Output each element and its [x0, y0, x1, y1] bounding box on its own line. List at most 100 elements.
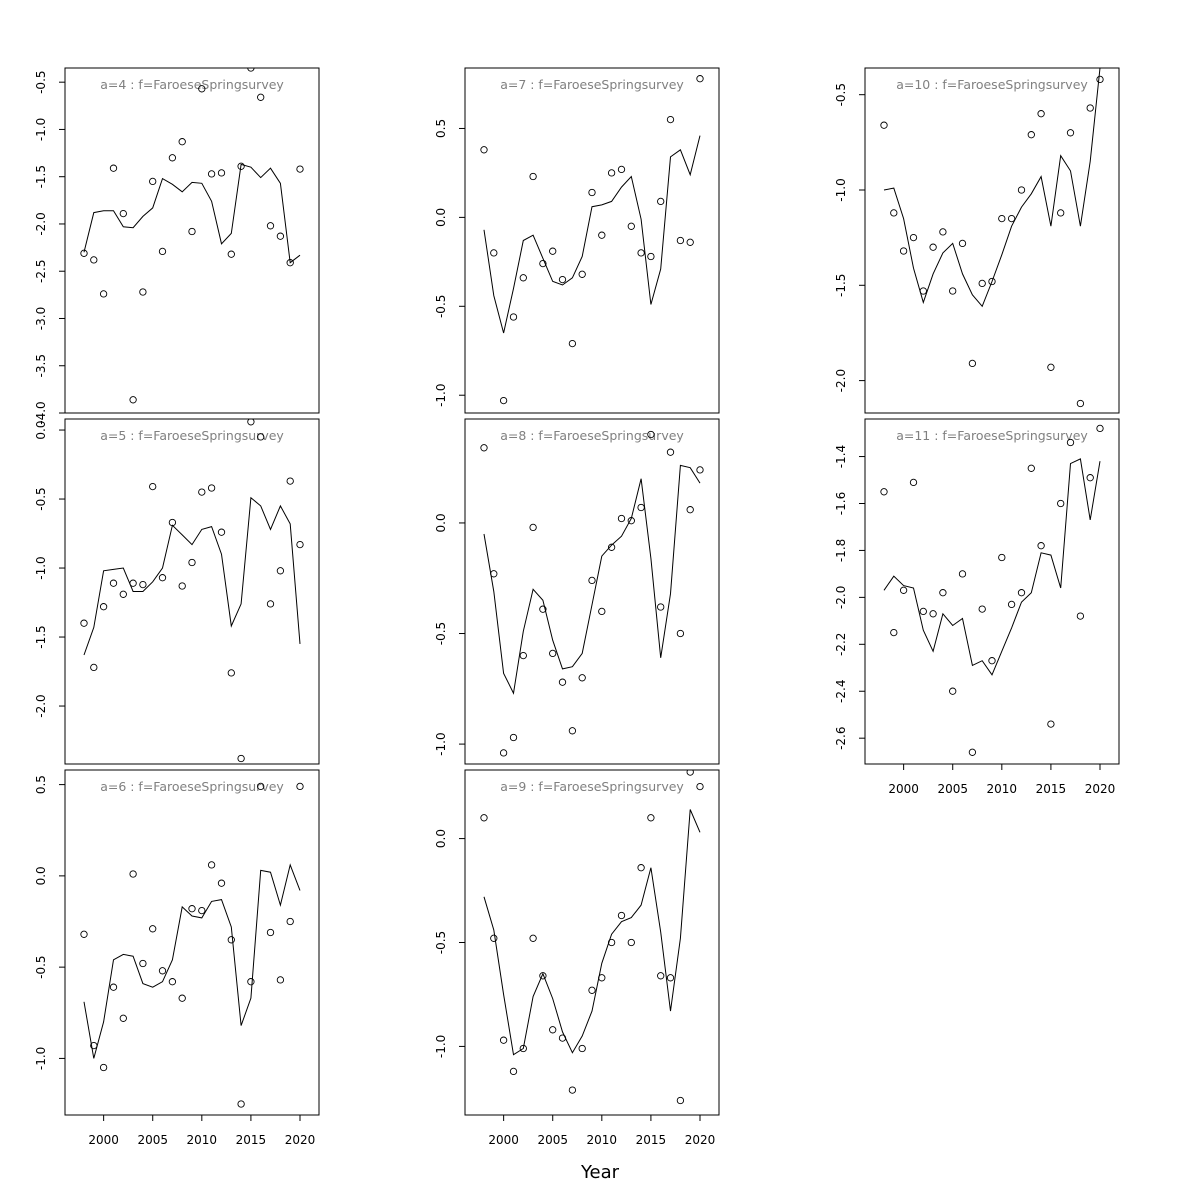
observed-point — [968, 748, 977, 756]
observed-point — [1076, 612, 1085, 620]
observed-point — [539, 259, 547, 268]
observed-point — [198, 85, 206, 93]
observed-point — [539, 972, 547, 980]
observed-point — [109, 579, 118, 587]
x-tick-label: 2020 — [1085, 782, 1116, 796]
fitted-line — [483, 464, 701, 695]
observed-point — [490, 570, 498, 578]
observed-point — [1027, 464, 1035, 472]
observed-point — [227, 936, 235, 944]
fitted-line — [483, 135, 701, 334]
y-tick-label: 0.5 — [434, 119, 448, 138]
observed-point — [598, 607, 606, 616]
observed-point — [1096, 75, 1104, 84]
plot-marks — [480, 75, 704, 405]
plot-frame — [464, 418, 720, 765]
observed-point — [657, 197, 665, 206]
panel-a6: a=6 : f=FaroeseSpringsurvey -1.0 -0.5 0.0 0.… — [34, 769, 320, 1147]
observed-point — [686, 770, 694, 776]
observed-point — [988, 277, 996, 286]
observed-point — [909, 478, 918, 487]
observed-point — [1047, 363, 1055, 371]
observed-point — [286, 259, 294, 267]
y-tick-label: -1.5 — [834, 274, 848, 297]
observed-point — [978, 605, 986, 613]
x-axis: 2000 2005 2010 2015 2020 — [888, 764, 1115, 796]
panel-title: a=4 : f=FaroeseSpringsurvey — [100, 77, 284, 92]
y-axis: -1.0 -0.5 0.0 0.5 — [434, 119, 465, 407]
y-tick-label: 0.0 — [434, 829, 448, 848]
fitted-line — [883, 458, 1101, 676]
x-tick-label: 2005 — [137, 1133, 168, 1147]
observed-point — [129, 579, 137, 587]
observed-point — [207, 170, 216, 178]
y-tick-label: -0.5 — [34, 70, 48, 93]
observed-point — [499, 749, 508, 757]
y-tick-label: -1.8 — [834, 539, 848, 562]
observed-point — [617, 165, 626, 174]
observed-point — [247, 68, 255, 72]
observed-point — [119, 590, 127, 598]
x-tick-label: 2005 — [537, 1133, 568, 1147]
observed-point — [578, 674, 586, 682]
observed-point — [647, 814, 655, 822]
observed-point — [227, 669, 235, 677]
observed-point — [637, 249, 645, 257]
observed-point — [919, 287, 927, 295]
y-tick-label: -1.0 — [434, 384, 448, 407]
x-tick-label: 2020 — [285, 1133, 316, 1147]
y-tick-label: -0.5 — [434, 295, 448, 318]
plot-frame — [864, 67, 1120, 414]
observed-point — [899, 247, 908, 255]
fitted-line — [83, 863, 301, 1059]
observed-point — [578, 1044, 586, 1053]
observed-point — [696, 75, 704, 83]
observed-point — [509, 1067, 518, 1076]
observed-point — [637, 503, 645, 512]
observed-point — [686, 238, 694, 246]
plot-frame — [864, 418, 1120, 765]
y-tick-label: -1.4 — [834, 445, 848, 468]
panels: a=4 : f=FaroeseSpringsurvey-4.0-3.5-3.0-… — [34, 67, 1120, 1147]
observed-point — [1007, 214, 1016, 223]
observed-point — [1086, 474, 1094, 482]
observed-point — [286, 917, 294, 926]
observed-point — [276, 232, 285, 240]
observed-point — [207, 861, 216, 869]
observed-point — [257, 93, 265, 101]
observed-point — [168, 518, 177, 527]
observed-point — [296, 165, 304, 173]
observed-point — [198, 906, 206, 915]
observed-point — [1027, 131, 1035, 139]
observed-point — [129, 870, 137, 878]
panel-title: a=10 : f=FaroeseSpringsurvey — [896, 77, 1088, 92]
observed-point — [237, 162, 245, 170]
plot-frame — [64, 418, 320, 765]
observed-point — [949, 287, 957, 295]
y-tick-label: -2.0 — [834, 586, 848, 609]
observed-point — [666, 115, 675, 124]
y-tick-label: -2.4 — [834, 680, 848, 703]
y-tick-label: -2.2 — [834, 633, 848, 656]
panel-title: a=11 : f=FaroeseSpringsurvey — [896, 428, 1088, 443]
observed-point — [149, 482, 157, 491]
observed-point — [149, 925, 157, 933]
observed-point — [286, 477, 294, 485]
observed-point — [666, 448, 675, 456]
x-tick-label: 2015 — [236, 1133, 267, 1147]
observed-point — [578, 270, 586, 278]
observed-point — [247, 419, 255, 426]
observed-point — [929, 610, 937, 618]
plot-marks — [480, 430, 704, 757]
observed-point — [1057, 209, 1065, 217]
x-axis: 2000 2005 2010 2015 2020 — [88, 1115, 315, 1147]
y-axis: -2.0 -1.5 -1.0 -0.5 0.0 — [34, 420, 65, 718]
observed-point — [919, 607, 927, 616]
observed-point — [909, 233, 918, 242]
x-tick-label: 2010 — [987, 782, 1018, 796]
plot-marks — [480, 770, 704, 1105]
panel-a5: a=5 : f=FaroeseSpringsurvey-2.0-1.5-1.0-… — [34, 418, 320, 765]
observed-point — [207, 484, 216, 492]
observed-point — [519, 651, 527, 660]
